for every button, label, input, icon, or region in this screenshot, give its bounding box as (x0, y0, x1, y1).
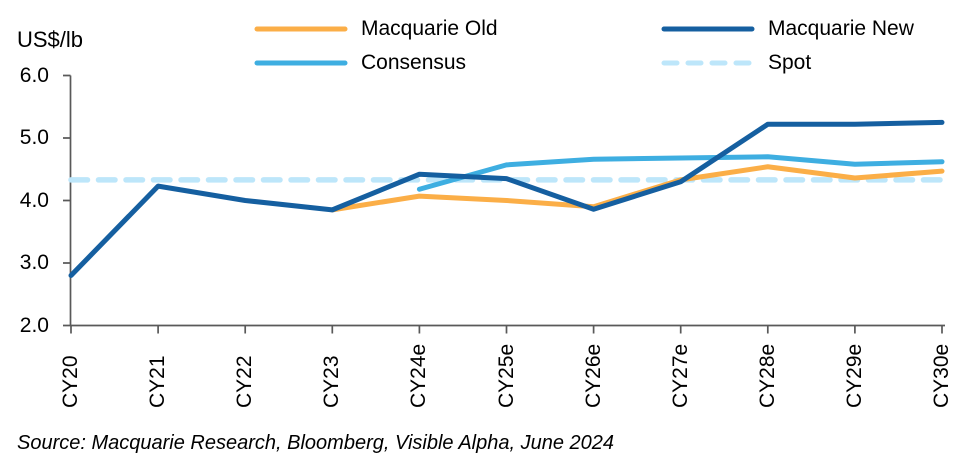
legend-swatch-consensus (254, 60, 348, 66)
axis-lines (63, 74, 945, 334)
y-tick-label: 6.0 (19, 63, 49, 87)
legend-label-macquarie-new: Macquarie New (768, 17, 914, 40)
legend-swatch-macquarie-new (661, 26, 755, 32)
x-tick-label: CY23 (320, 355, 344, 408)
x-tick-label: CY26e (581, 343, 605, 408)
y-axis-title: US$/lb (17, 27, 84, 52)
series-line-macquarie-new (68, 119, 945, 278)
series-line-consensus (416, 154, 945, 192)
legend-label-spot: Spot (768, 51, 812, 74)
x-tick-label: CY27e (668, 343, 692, 408)
y-tick-label: 5.0 (19, 126, 49, 149)
legend-swatch-macquarie-old (254, 26, 348, 32)
x-tick-label: CY21 (146, 355, 170, 408)
x-tick-label: CY24e (407, 343, 431, 408)
x-tick-label: CY22 (233, 355, 257, 408)
legend-item-macquarie-new: Macquarie New (660, 17, 914, 41)
legend-label-consensus: Consensus (361, 51, 467, 74)
x-tick-label: CY25e (494, 343, 518, 408)
legend-item-spot: Spot (660, 51, 811, 75)
y-tick-label: 4.0 (19, 188, 49, 212)
x-tick-label: CY20 (59, 355, 82, 408)
legend-item-macquarie-old: Macquarie Old (253, 17, 498, 41)
source-note: Source: Macquarie Research, Bloomberg, V… (17, 432, 615, 454)
legend-item-consensus: Consensus (253, 51, 466, 75)
x-tick-label: CY30e (930, 343, 953, 408)
x-tick-label: CY29e (842, 343, 866, 408)
legend-swatch-spot (661, 60, 755, 66)
y-tick-label: 3.0 (19, 251, 49, 274)
legend-label-macquarie-old: Macquarie Old (361, 17, 498, 40)
y-tick-label: 2.0 (19, 313, 49, 337)
x-tick-label: CY28e (755, 343, 779, 408)
